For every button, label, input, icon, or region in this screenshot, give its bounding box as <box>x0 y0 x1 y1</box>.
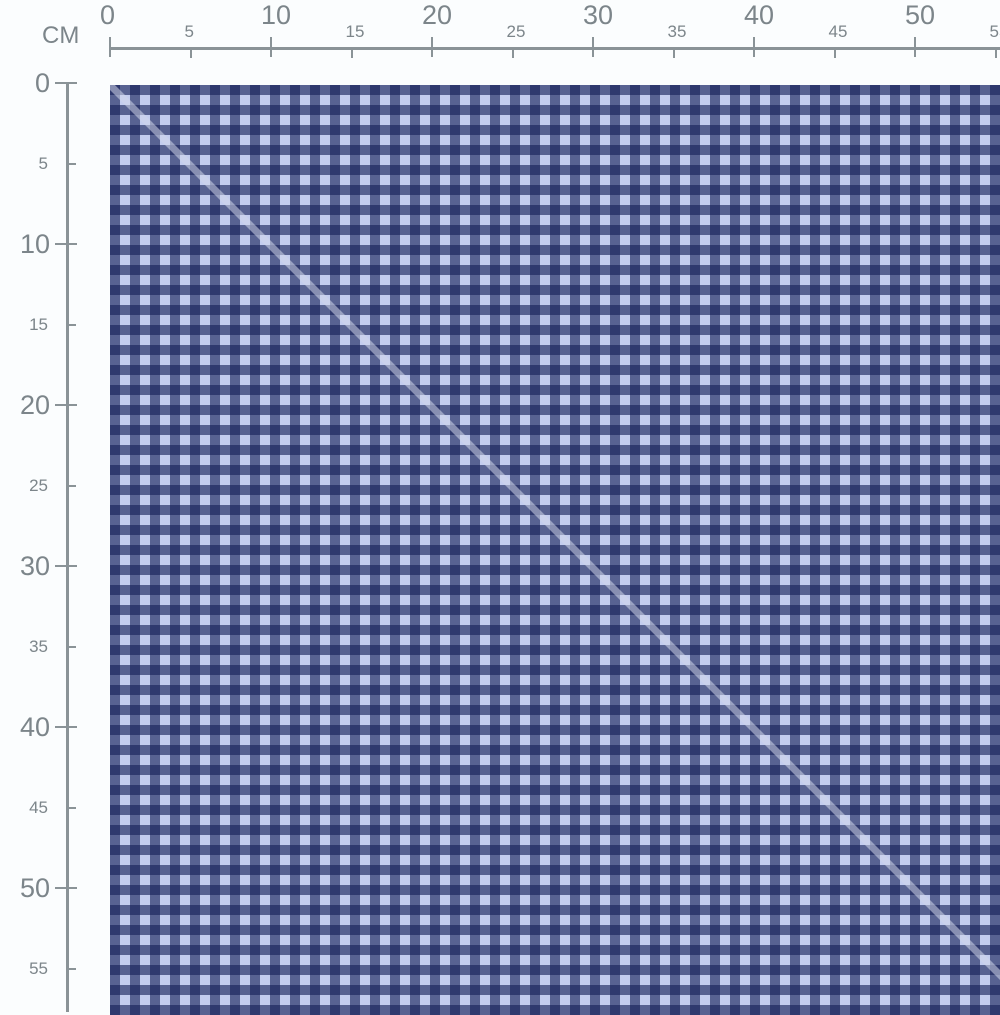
top-tick-label: 35 <box>668 22 687 42</box>
left-tick-label: 30 <box>20 551 50 582</box>
left-tick-label: 25 <box>29 476 48 496</box>
fabric-swatch <box>110 85 1000 1015</box>
top-tick <box>351 47 353 58</box>
top-tick <box>270 37 272 57</box>
top-tick <box>512 47 514 58</box>
left-tick <box>55 726 77 728</box>
left-tick-label: 20 <box>20 390 50 421</box>
top-tick <box>914 37 916 57</box>
left-tick-label: 55 <box>29 959 48 979</box>
left-tick-label: 5 <box>39 154 48 174</box>
top-tick <box>995 47 997 58</box>
top-tick <box>834 47 836 58</box>
left-tick <box>66 968 76 970</box>
left-ruler <box>66 82 69 1012</box>
unit-label: CM <box>42 22 79 50</box>
left-tick <box>66 324 76 326</box>
top-tick-label: 20 <box>422 0 452 31</box>
left-tick-label: 0 <box>35 68 50 99</box>
left-tick <box>66 485 76 487</box>
top-tick-label: 10 <box>261 0 291 31</box>
top-tick <box>592 37 594 57</box>
top-tick <box>190 47 192 58</box>
top-tick-label: 50 <box>905 0 935 31</box>
left-tick <box>55 404 77 406</box>
left-tick-label: 10 <box>20 229 50 260</box>
top-tick-label: 5 <box>185 22 194 42</box>
top-tick <box>109 37 111 57</box>
top-tick-label: 40 <box>744 0 774 31</box>
left-tick <box>55 82 77 84</box>
top-tick <box>673 47 675 58</box>
top-tick-label: 0 <box>100 0 115 31</box>
left-tick-label: 45 <box>29 798 48 818</box>
left-tick <box>66 163 76 165</box>
left-tick-label: 15 <box>29 315 48 335</box>
top-tick <box>753 37 755 57</box>
top-ruler <box>109 47 1000 50</box>
left-tick <box>66 807 76 809</box>
left-tick-label: 40 <box>20 712 50 743</box>
diagonal-highlight <box>110 85 1000 1015</box>
left-tick <box>55 565 77 567</box>
top-tick-label: 55 <box>990 22 1000 42</box>
left-tick-label: 50 <box>20 873 50 904</box>
top-tick-label: 15 <box>346 22 365 42</box>
left-tick <box>55 243 77 245</box>
left-tick <box>55 887 77 889</box>
top-tick-label: 45 <box>829 22 848 42</box>
top-tick <box>431 37 433 57</box>
top-tick-label: 25 <box>507 22 526 42</box>
left-tick-label: 35 <box>29 637 48 657</box>
left-tick <box>66 646 76 648</box>
top-tick-label: 30 <box>583 0 613 31</box>
